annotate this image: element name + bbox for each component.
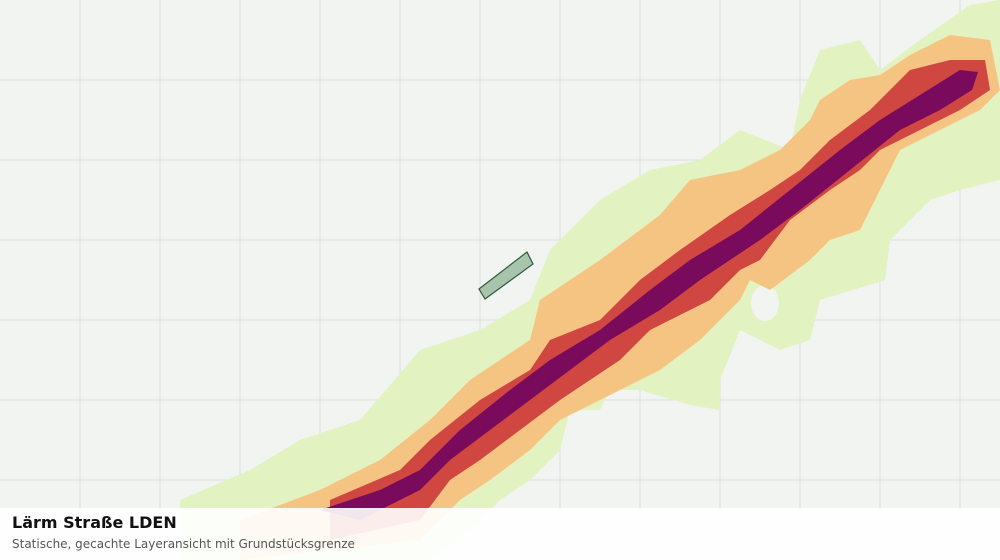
noise-zone-very-high: [320, 70, 978, 520]
parcel-boundary[interactable]: [478, 251, 534, 300]
map-title: Lärm Straße LDEN: [12, 513, 177, 532]
caption-panel: [0, 508, 1000, 560]
map-gap: [751, 285, 779, 321]
map-subtitle: Statische, gecachte Layeransicht mit Gru…: [12, 537, 355, 551]
